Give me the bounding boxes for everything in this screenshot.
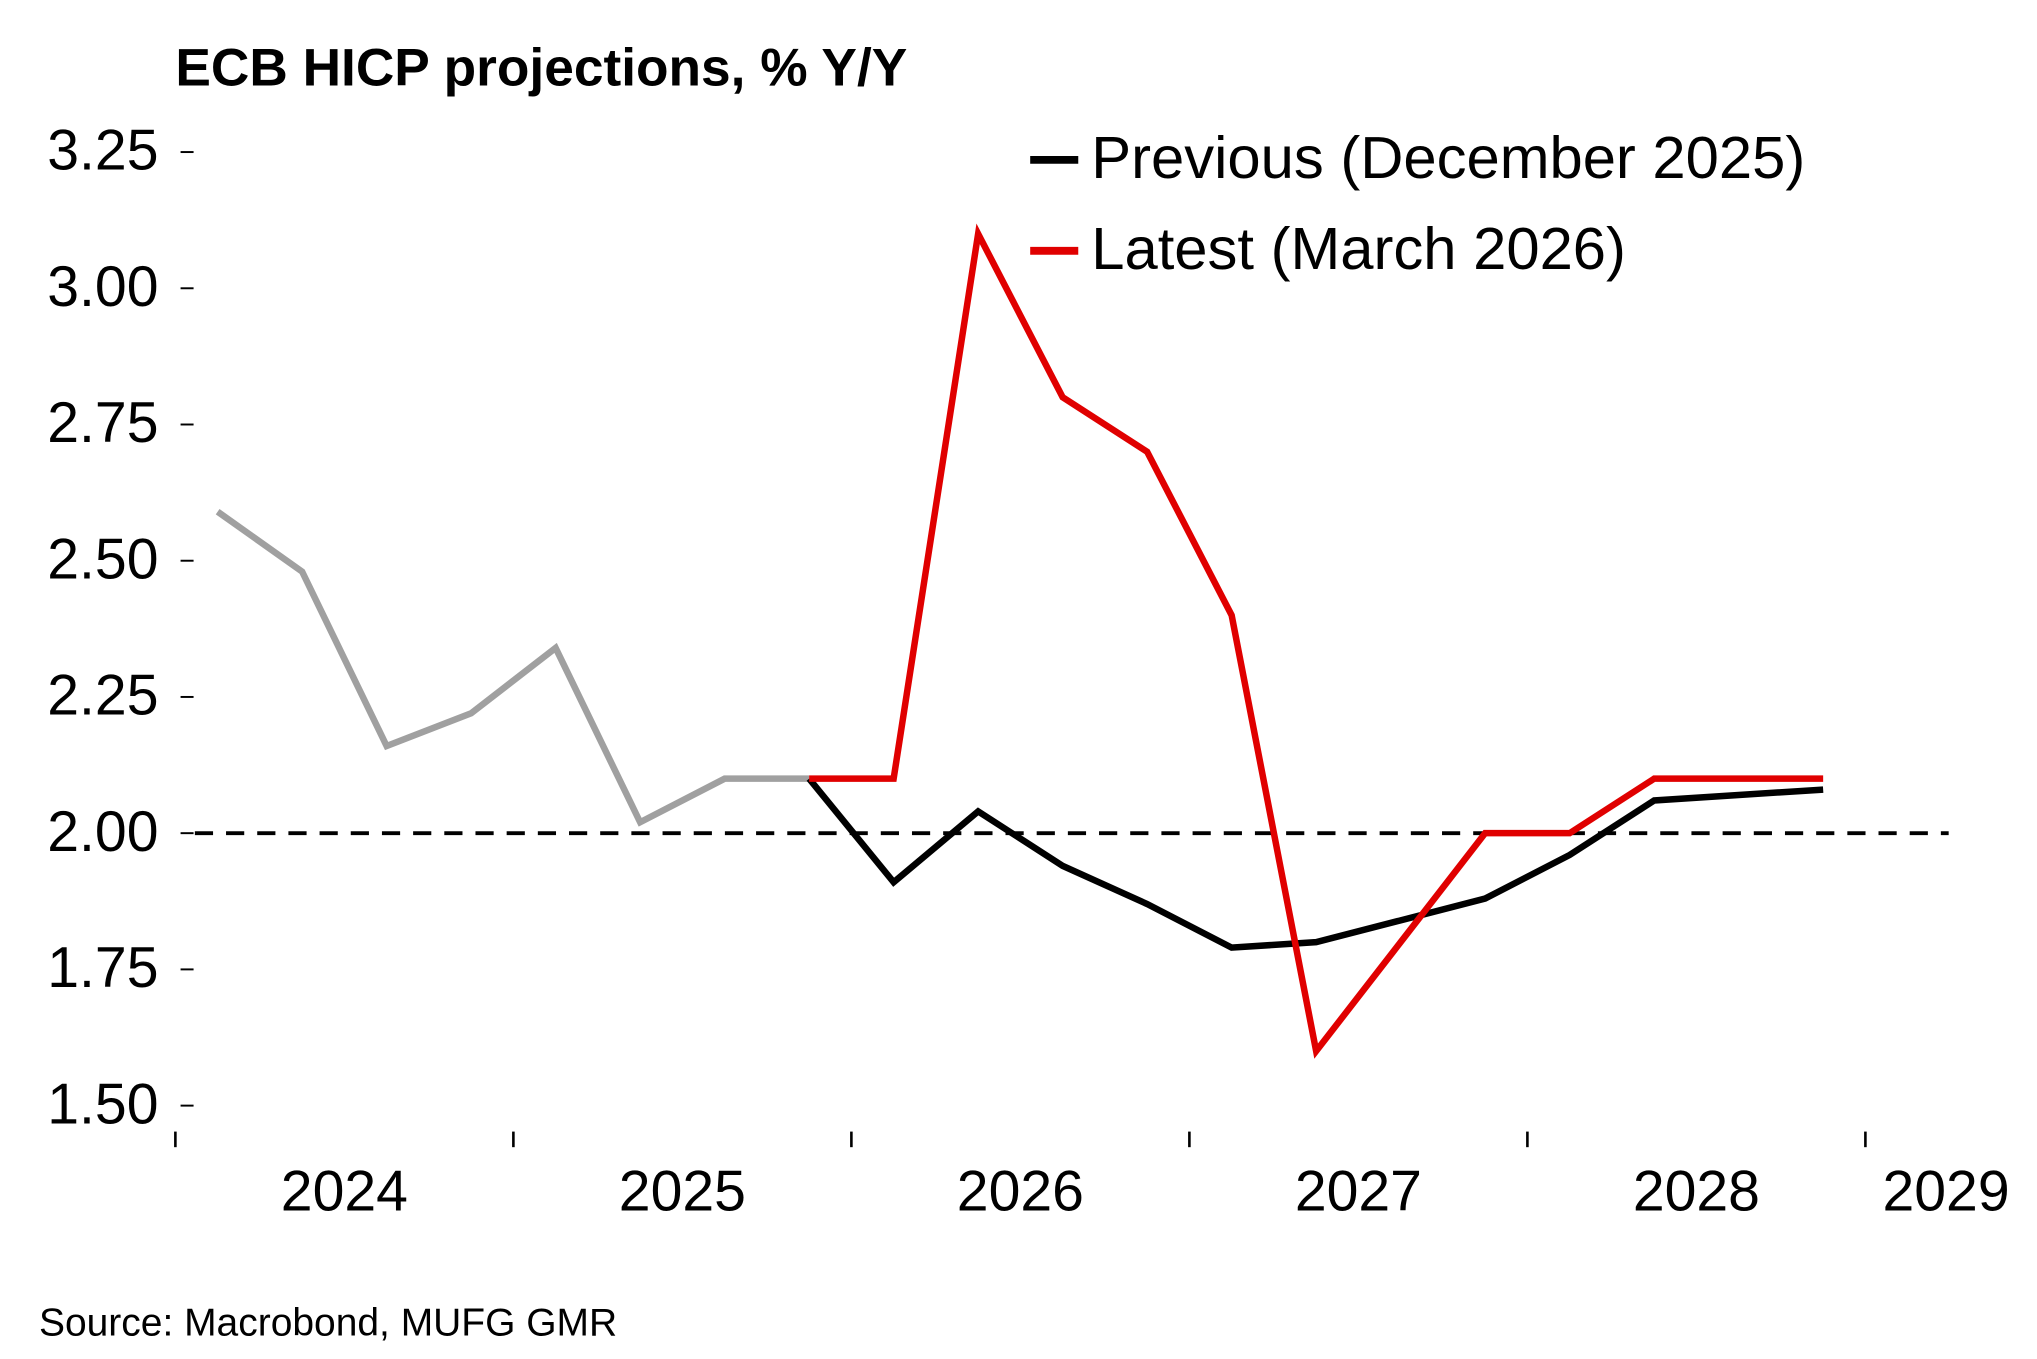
series-line <box>806 776 1824 951</box>
series-line <box>809 223 1824 1059</box>
x-tick-label: 2027 <box>1295 1159 1422 1223</box>
y-tick-label: 3.25 <box>47 119 158 183</box>
x-tick-label: 2029 <box>1882 1159 2009 1223</box>
y-tick-label: 2.50 <box>47 527 158 591</box>
legend-label: Latest (March 2026) <box>1091 215 1626 282</box>
legend-label: Previous (December 2025) <box>1091 124 1805 191</box>
series-line <box>215 509 810 827</box>
y-tick-label: 3.00 <box>47 255 158 319</box>
y-tick-label: 2.75 <box>47 391 158 455</box>
x-tick-label: 2025 <box>619 1159 746 1223</box>
chart-title: ECB HICP projections, % Y/Y <box>175 39 907 98</box>
y-tick-label: 2.00 <box>47 800 158 864</box>
x-tick-label: 2028 <box>1633 1159 1760 1223</box>
y-tick-label: 1.75 <box>47 936 158 1000</box>
x-tick-label: 2024 <box>281 1159 408 1223</box>
y-tick-label: 1.50 <box>47 1072 158 1136</box>
source: Source: Macrobond, MUFG GMR <box>39 1301 617 1344</box>
y-tick-label: 2.25 <box>47 664 158 728</box>
x-tick-label: 2026 <box>957 1159 1084 1223</box>
